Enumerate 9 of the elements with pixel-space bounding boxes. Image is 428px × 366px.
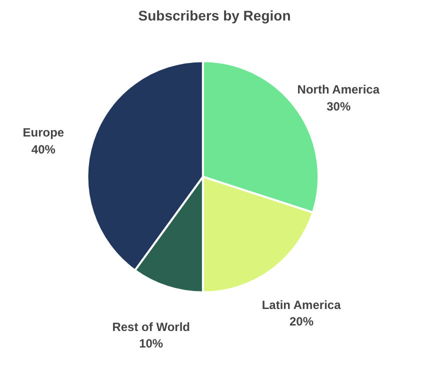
slice-label: Europe <box>22 126 64 140</box>
data-label: 10% <box>139 336 164 351</box>
data-label: 30% <box>326 99 351 114</box>
data-label: 40% <box>31 142 56 156</box>
slice-label: Latin America <box>262 298 342 312</box>
slice-label: North America <box>297 82 380 97</box>
data-label: 20% <box>290 314 314 329</box>
chart-title: Subscribers by Region <box>138 8 291 24</box>
slice-label: Rest of World <box>112 320 190 334</box>
